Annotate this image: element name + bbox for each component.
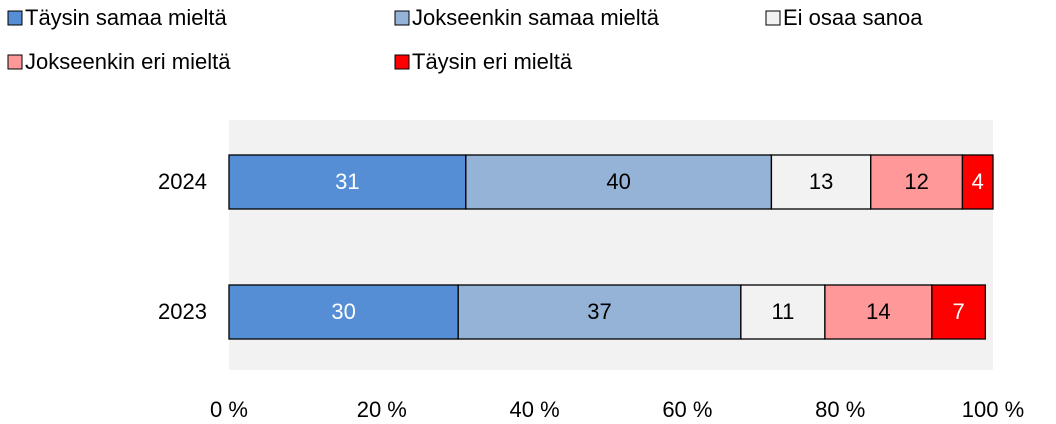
data-label: 13 (809, 169, 833, 194)
data-label: 14 (866, 299, 890, 324)
legend-label: Jokseenkin samaa mieltä (412, 5, 660, 30)
bar-segment (228, 154, 467, 210)
bar-segment (870, 154, 964, 210)
legend-label: Täysin samaa mieltä (25, 5, 228, 30)
data-label: 4 (972, 169, 984, 194)
data-label: 30 (331, 299, 355, 324)
data-label: 7 (952, 299, 964, 324)
x-tick-label: 80 % (815, 397, 865, 422)
y-tick-label: 2023 (158, 299, 207, 324)
legend-swatch (394, 10, 410, 26)
x-tick-label: 100 % (962, 397, 1024, 422)
bar-segment (457, 284, 742, 340)
x-tick-label: 20 % (357, 397, 407, 422)
legend-label: Täysin eri mieltä (412, 49, 573, 74)
bar-segment (465, 154, 773, 210)
data-label: 12 (904, 169, 928, 194)
bar-segment (228, 284, 459, 340)
x-tick-label: 60 % (662, 397, 712, 422)
data-label: 37 (587, 299, 611, 324)
legend-swatch (765, 10, 781, 26)
bar-segment (740, 284, 826, 340)
legend-label: Jokseenkin eri mieltä (25, 49, 231, 74)
bar-segment (931, 284, 987, 340)
data-label: 40 (606, 169, 630, 194)
bar-segment (770, 154, 872, 210)
legend-swatch (7, 54, 23, 70)
data-label: 11 (771, 299, 794, 324)
bar-segment (824, 284, 933, 340)
legend-swatch (7, 10, 23, 26)
legend-swatch (394, 54, 410, 70)
y-tick-label: 2024 (158, 169, 207, 194)
legend-label: Ei osaa sanoa (783, 5, 923, 30)
x-tick-label: 40 % (510, 397, 560, 422)
data-label: 31 (335, 169, 359, 194)
bar-segment (961, 154, 994, 210)
x-tick-label: 0 % (210, 397, 248, 422)
